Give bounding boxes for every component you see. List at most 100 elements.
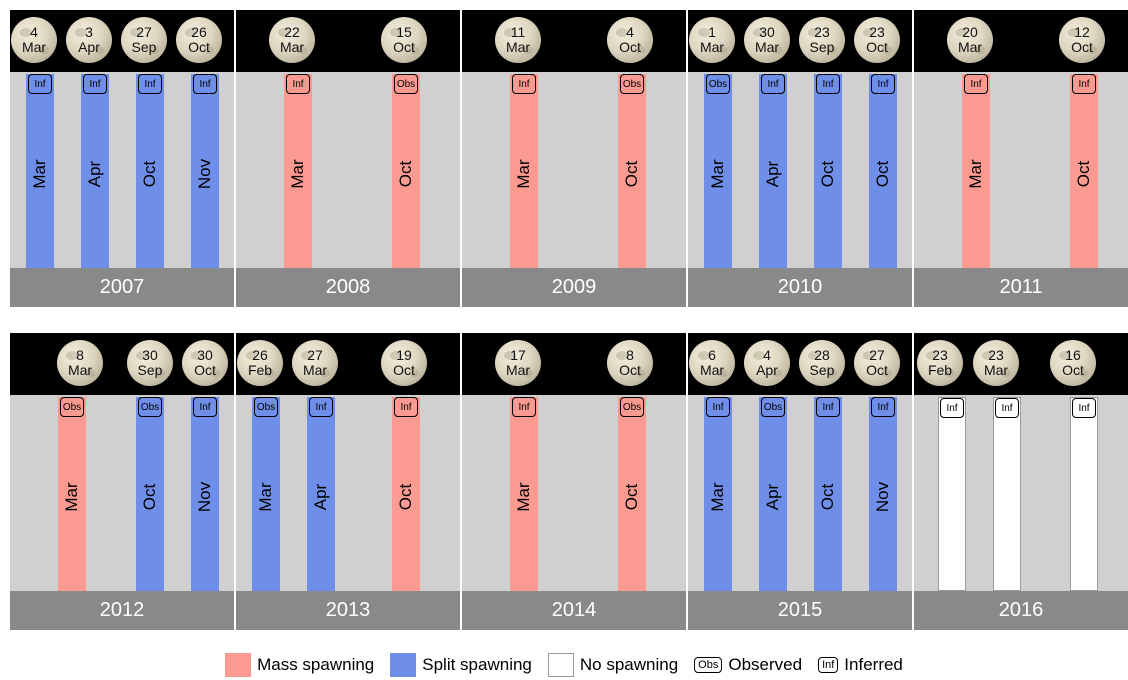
legend-item-none: No spawning: [547, 653, 679, 677]
spawning-month-label: Mar: [30, 159, 49, 189]
moon-day: 8: [626, 347, 634, 363]
year-panel-2016: 23 Feb 23 Mar 16 Oct Inf Inf Inf 2016: [914, 333, 1128, 630]
spawning-bar-mass: Obs Oct: [618, 397, 646, 591]
moon-month: Apr: [78, 39, 100, 55]
panel-divider: [912, 10, 914, 307]
spawning-month-label: Oct: [818, 483, 837, 511]
moon-day: 4: [626, 24, 634, 40]
year-panel-2010: 1 Mar 30 Mar 23 Sep 23 Oct Obs Mar Inf Apr Inf Oct Inf…: [688, 10, 912, 307]
inferred-tag: Inf: [193, 74, 217, 94]
spawning-month-label: Oct: [818, 160, 837, 188]
moon-month: Oct: [194, 362, 216, 378]
spawning-bar-split: Inf Mar: [26, 74, 54, 268]
year-label: 2009: [462, 268, 686, 307]
spawning-bar-mass: Inf Mar: [510, 397, 538, 591]
legend-tag-obs: Obs: [694, 657, 723, 673]
moon-day: 20: [962, 24, 978, 40]
inferred-tag: Inf: [309, 397, 333, 417]
spawning-month-label: Mar: [708, 159, 727, 189]
spawning-bar-split: Obs Oct: [136, 397, 164, 591]
spawning-month-label: Oct: [140, 160, 159, 188]
moon-month: Mar: [699, 362, 725, 378]
full-moon-icon: 30 Sep: [127, 340, 173, 386]
legend-label-mass: Mass spawning: [257, 655, 375, 674]
moon-month: Feb: [247, 362, 273, 378]
spawning-month-label: Oct: [140, 483, 159, 511]
inferred-tag: Inf: [761, 74, 785, 94]
observed-tag: Obs: [138, 397, 162, 417]
full-moon-icon: 1 Mar: [689, 17, 735, 63]
full-moon-icon: 12 Oct: [1059, 17, 1105, 63]
moon-month: Feb: [927, 362, 953, 378]
inferred-tag: Inf: [871, 74, 895, 94]
spawning-bar-mass: Inf Oct: [1070, 74, 1098, 268]
full-moon-icon: 30 Oct: [182, 340, 228, 386]
legend-item-mass: Mass spawning: [225, 653, 374, 677]
observed-tag: Obs: [254, 397, 278, 417]
moon-day: 22: [284, 24, 300, 40]
spawning-month-label: Nov: [195, 481, 214, 513]
spawning-bar-split: Inf Nov: [191, 74, 219, 268]
spawning-bar-none: Inf: [1070, 397, 1098, 591]
year-panel-2014: 17 Mar 8 Oct Inf Mar Obs Oct 2014: [462, 333, 686, 630]
legend-item-observed: Obs Observed: [694, 655, 802, 675]
moon-month: Mar: [983, 362, 1009, 378]
full-moon-icon: 26 Oct: [176, 17, 222, 63]
spawning-month-label: Nov: [873, 481, 892, 513]
moon-day: 19: [396, 347, 412, 363]
spawning-bar-mass: Inf Oct: [392, 397, 420, 591]
full-moon-icon: 4 Mar: [11, 17, 57, 63]
spawning-bar-split: Inf Apr: [759, 74, 787, 268]
year-label: 2007: [10, 268, 234, 307]
moon-month: Oct: [393, 362, 415, 378]
moon-month: Mar: [302, 362, 328, 378]
spawning-month-label: Mar: [514, 159, 533, 189]
spawning-month-label: Nov: [195, 158, 214, 190]
spawning-month-label: Mar: [256, 482, 275, 512]
year-panel-2009: 11 Mar 4 Oct Inf Mar Obs Oct 2009: [462, 10, 686, 307]
panel-divider: [234, 333, 236, 630]
year-label: 2010: [688, 268, 912, 307]
moon-month: Mar: [754, 39, 780, 55]
full-moon-icon: 27 Sep: [121, 17, 167, 63]
year-panel-2007: 4 Mar 3 Apr 27 Sep 26 Oct Inf Mar Inf Apr Inf Oct Inf N…: [10, 10, 234, 307]
full-moon-icon: 16 Oct: [1050, 340, 1096, 386]
moon-day: 23: [814, 24, 830, 40]
legend-label-inferred: Inferred: [844, 655, 903, 674]
panel-divider: [686, 333, 688, 630]
moon-month: Oct: [1062, 362, 1084, 378]
inferred-tag: Inf: [816, 397, 840, 417]
spawning-month-label: Mar: [288, 159, 307, 189]
moon-month: Oct: [866, 39, 888, 55]
legend-swatch-mass: [225, 653, 252, 677]
panel-divider: [912, 333, 914, 630]
inferred-tag: Inf: [706, 397, 730, 417]
legend-label-none: No spawning: [579, 655, 679, 674]
full-moon-icon: 23 Oct: [854, 17, 900, 63]
full-moon-icon: 23 Sep: [799, 17, 845, 63]
observed-tag: Obs: [761, 397, 785, 417]
full-moon-icon: 23 Mar: [973, 340, 1019, 386]
full-moon-icon: 30 Mar: [744, 17, 790, 63]
moon-day: 27: [136, 24, 152, 40]
observed-tag: Obs: [620, 74, 644, 94]
moon-month: Oct: [188, 39, 210, 55]
moon-month: Mar: [505, 39, 531, 55]
observed-tag: Obs: [706, 74, 730, 94]
panel-divider: [460, 333, 462, 630]
full-moon-icon: 3 Apr: [66, 17, 112, 63]
spawning-month-label: Apr: [763, 160, 782, 188]
moon-day: 30: [197, 347, 213, 363]
spawning-bar-mass: Obs Oct: [392, 74, 420, 268]
spawning-bar-split: Inf Apr: [307, 397, 335, 591]
moon-day: 3: [85, 24, 93, 40]
spawning-month-label: Oct: [396, 160, 415, 188]
observed-tag: Obs: [394, 74, 418, 94]
moon-month: Sep: [137, 362, 163, 378]
legend-swatch-none: [547, 653, 574, 677]
inferred-tag: Inf: [193, 397, 217, 417]
spawning-bar-split: Inf Mar: [704, 397, 732, 591]
year-label: 2014: [462, 591, 686, 630]
spawning-month-label: Oct: [622, 483, 641, 511]
spawning-month-label: Mar: [708, 482, 727, 512]
